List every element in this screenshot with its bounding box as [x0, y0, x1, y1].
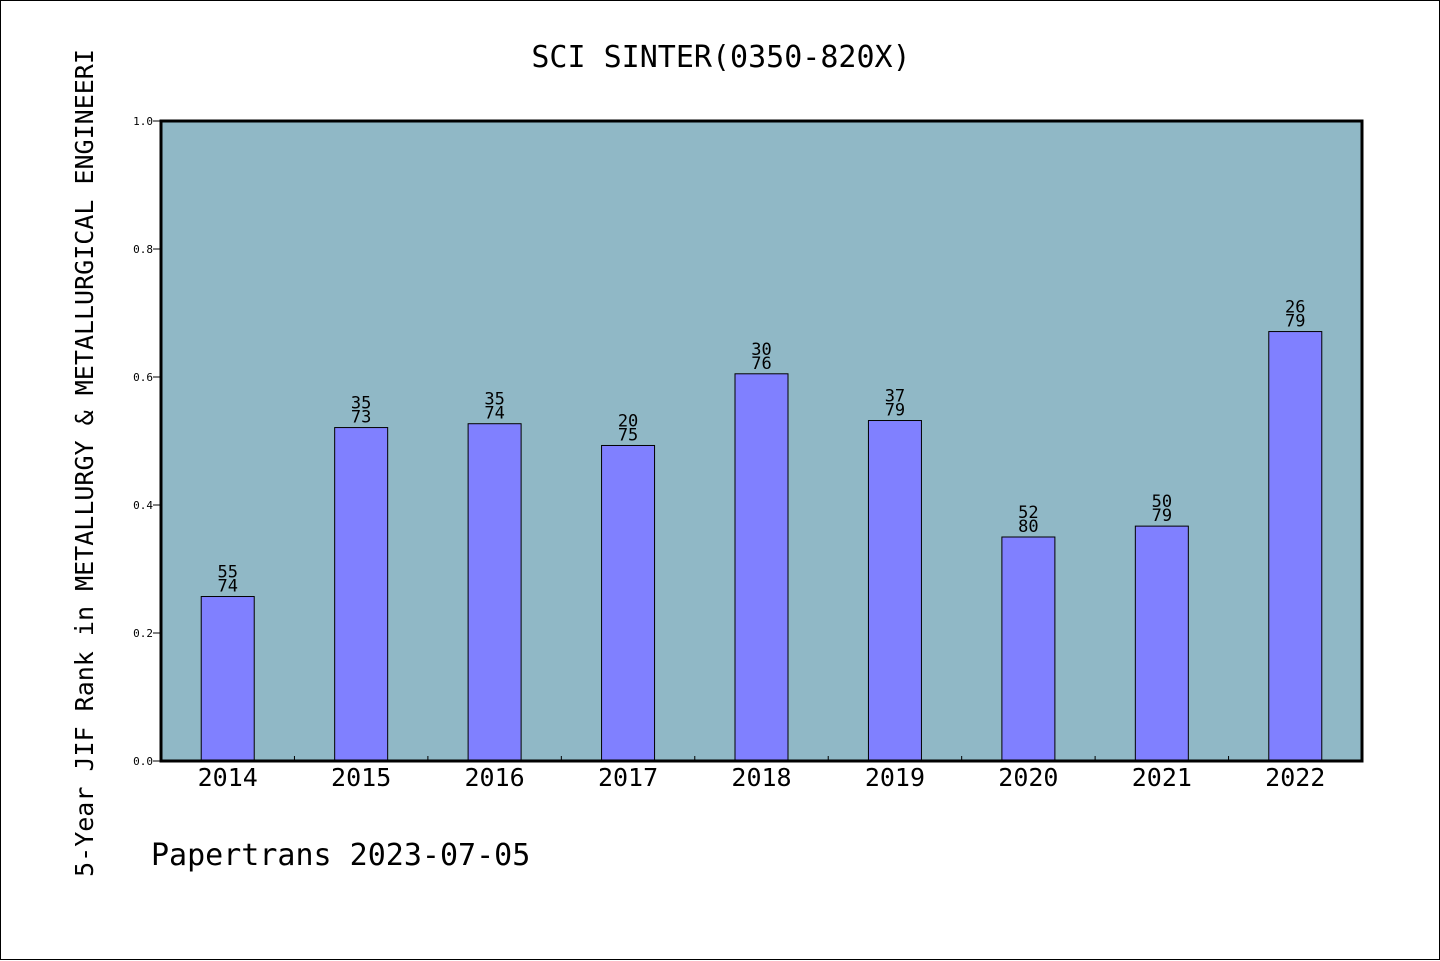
- x-axis-ticks: 2014 2015 2016 2017 2018 2019 2020 2021 2022: [198, 756, 1325, 792]
- bar-2016: [467, 423, 522, 762]
- x-tick-label: 2016: [465, 763, 525, 792]
- bar-2022: [1268, 331, 1323, 762]
- bar-2014: [200, 596, 255, 762]
- bar-rank-label: 30: [751, 340, 771, 360]
- bar-total-label: 80: [1018, 517, 1038, 537]
- y-axis-ticks: 0.0 0.2 0.4 0.6 0.8 1.0: [133, 115, 161, 768]
- bar-2019: [867, 420, 922, 762]
- x-tick-label: 2019: [865, 763, 925, 792]
- bar-rank-label: 35: [484, 390, 504, 410]
- bar-rank-label: 37: [885, 387, 905, 407]
- bar-rank-label: 52: [1018, 503, 1038, 523]
- bar-total-label: 79: [885, 401, 905, 421]
- bar-rank-label: 55: [217, 563, 237, 583]
- bar-total-label: 79: [1285, 312, 1305, 332]
- bar-2017: [601, 444, 656, 762]
- x-tick-label: 2022: [1265, 763, 1325, 792]
- x-tick-label: 2020: [998, 763, 1058, 792]
- bar-2021: [1134, 525, 1189, 762]
- bar-2015: [334, 427, 389, 762]
- y-tick-label: 0.4: [133, 499, 153, 512]
- x-tick-label: 2014: [198, 763, 258, 792]
- bar-total-label: 79: [1152, 506, 1172, 526]
- bar-total-label: 73: [351, 408, 371, 428]
- y-tick-label: 0.0: [133, 755, 153, 768]
- bar-total-label: 75: [618, 425, 638, 445]
- x-tick-label: 2021: [1132, 763, 1192, 792]
- y-axis-label: 5-Year JIF Rank in METALLURGY & METALLUR…: [70, 49, 99, 877]
- bar-total-label: 74: [217, 577, 237, 597]
- bar-2018: [734, 373, 789, 762]
- y-tick-label: 0.8: [133, 243, 153, 256]
- footer-credit: Papertrans 2023-07-05: [151, 838, 530, 873]
- bar-total-label: 76: [751, 354, 771, 374]
- y-tick-label: 1.0: [133, 115, 153, 128]
- x-tick-label: 2017: [598, 763, 658, 792]
- bar-total-label: 74: [484, 404, 504, 424]
- bar-rank-label: 35: [351, 394, 371, 414]
- x-tick-label: 2015: [331, 763, 391, 792]
- bar-rank-label: 20: [618, 411, 638, 431]
- bar-rank-label: 26: [1285, 298, 1305, 318]
- x-tick-label: 2018: [731, 763, 791, 792]
- bar-2020: [1001, 536, 1056, 762]
- plot-border: [159, 119, 1364, 763]
- chart-title: SCI SINTER(0350-820X): [531, 40, 910, 75]
- bar-rank-label: 50: [1152, 492, 1172, 512]
- y-tick-label: 0.2: [133, 627, 153, 640]
- y-tick-label: 0.6: [133, 371, 153, 384]
